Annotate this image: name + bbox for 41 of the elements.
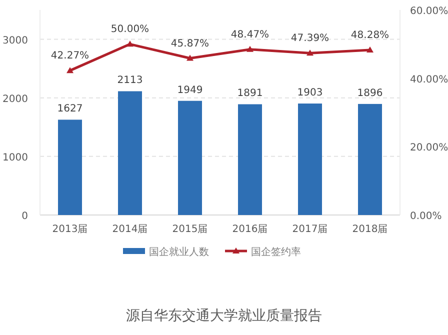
legend-label: 国企签约率 — [251, 246, 301, 258]
bar — [178, 100, 202, 215]
x-tick-label: 2013届 — [52, 224, 88, 235]
point — [186, 54, 194, 61]
bar — [358, 104, 382, 215]
data-label: 1891 — [237, 88, 263, 100]
x-tick-label: 2014届 — [112, 224, 148, 235]
y2-tick-label: 40.00% — [410, 74, 448, 86]
bar — [238, 104, 262, 215]
data-label: 1949 — [177, 84, 203, 96]
y2-tick-label: 0.00% — [410, 211, 442, 222]
data-label: 42.27% — [50, 50, 90, 62]
data-label: 48.47% — [230, 29, 270, 40]
y2-tick-label: 20.00% — [410, 142, 448, 154]
x-tick-label: 2018届 — [352, 224, 388, 235]
bar — [118, 91, 142, 215]
data-label: 1627 — [57, 104, 83, 115]
data-label: 1896 — [357, 88, 383, 99]
y-tick-label: 2000 — [2, 94, 28, 105]
data-label: 2113 — [117, 75, 143, 86]
point — [126, 40, 134, 47]
point — [366, 46, 374, 53]
data-label: 47.39% — [290, 33, 330, 44]
x-tick-label: 2016届 — [232, 224, 268, 235]
text: 源自华东交通大学就业质量报告 — [126, 308, 322, 324]
point — [306, 50, 314, 56]
bar — [58, 120, 82, 215]
data-label: 1903 — [297, 88, 323, 99]
legend-label: 国企就业人数 — [149, 246, 209, 258]
y-tick-label: 1000 — [2, 152, 28, 164]
point — [246, 46, 254, 52]
data-label: 48.28% — [350, 30, 390, 42]
data-label: 50.00% — [110, 24, 150, 36]
point — [66, 67, 74, 74]
x-tick-label: 2015届 — [172, 224, 208, 235]
data-label: 45.87% — [170, 38, 210, 50]
y2-tick-label: 60.00% — [410, 6, 448, 17]
bar — [298, 104, 322, 215]
y-tick-label: 0 — [22, 211, 28, 222]
y-tick-label: 3000 — [2, 35, 28, 46]
x-tick-label: 2017届 — [292, 224, 328, 235]
